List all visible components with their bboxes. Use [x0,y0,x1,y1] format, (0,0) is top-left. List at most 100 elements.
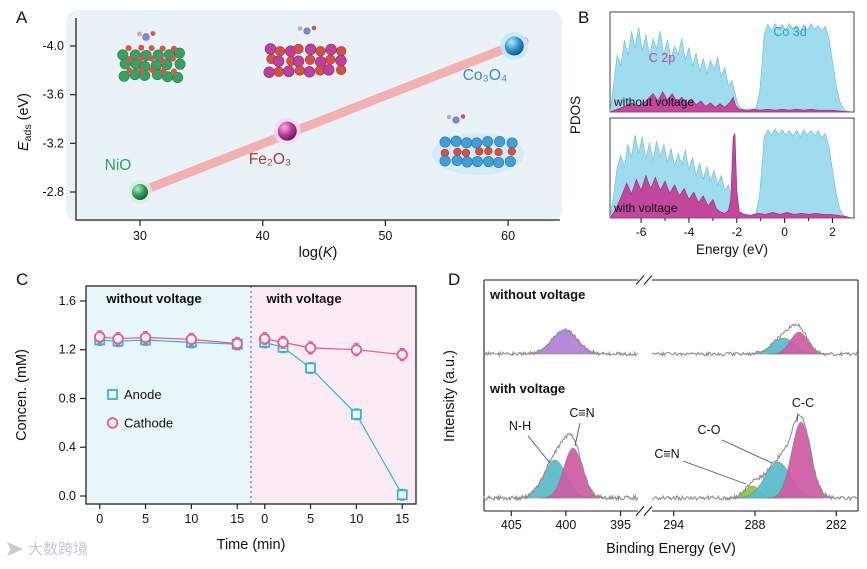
legend-anode-label: Anode [124,387,162,402]
data-point-Co₃O₄ [504,36,524,56]
d-x-tick-label: 400 [555,518,576,532]
panel-c-concentration-chart: 0.0 0.4 0.8 1.2 1.6 0 5 10 15 0 5 10 15 without volta… [14,285,417,553]
cathode-marker [259,333,271,345]
c-frame [85,285,417,505]
material-label: Fe₂O₃ [249,151,291,168]
watermark: 大数跨境 [6,538,88,559]
cathode-marker [350,344,363,356]
pdos-caption: with voltage [613,201,678,215]
panel-b-letter: B [578,8,590,27]
watermark-text: 大数跨境 [28,541,89,558]
data-point-NiO [132,184,148,201]
c-legend: Anode Cathode [106,387,173,431]
c-y-axis-title: Concen. (mM) [14,349,30,441]
a-y-tick-label: -3.2 [42,136,64,150]
c-x-tick-label: 5 [142,512,149,526]
b-y-axis-title: PDOS [568,96,583,134]
c-x-tick-label: 15 [395,512,409,526]
axis-break-mark [635,506,645,516]
cathode-marker [277,336,289,349]
a-x-tick-label: 60 [501,229,515,243]
a-x-tick-label: 50 [378,229,392,243]
legend-cathode-label: Cathode [124,416,173,431]
a-y-axis-title: Eads (eV) [16,93,34,151]
c-y-tick-label: 0.0 [59,489,76,503]
c-y-tick-label: 0.8 [59,391,76,405]
axis-break-mark [643,506,653,516]
material-label: Co₃O₄ [463,67,508,84]
c-x-axis-title: Time (min) [217,537,286,553]
c-x-tick-label: 10 [349,512,363,526]
a-y-tick-label: -4.0 [42,39,64,53]
d-caption-without-voltage: without voltage [489,287,585,302]
panel-d-xps-chart: 405 400 395 294 288 282 Binding Energy (eV) Int… [442,275,859,557]
anode-marker [350,408,362,420]
b-x-axis-title: Energy (eV) [696,242,768,257]
d-x-axis-title: Binding Energy (eV) [606,541,736,557]
xps-peak-label: N-H [509,419,531,433]
xps-envelope [651,323,859,358]
panel-a-adsorption-chart: -4.0 -3.6 -3.2 -2.8 30 40 50 60 log(K) Eads (eV) N… [16,10,562,261]
region-with-voltage [251,286,416,504]
c-x-tick-label: 15 [230,512,244,526]
cathode-marker [93,331,106,343]
axis-break-mark [643,275,653,285]
xps-envelope [483,327,639,358]
nio-structure-illustration [117,31,186,83]
d-x-tick-label: 294 [663,518,684,532]
xps-envelope [651,414,859,502]
c-y-tick-label: 1.2 [59,343,76,357]
b-x-tick-label: -2 [731,225,742,239]
c2p-area [609,133,852,219]
a-x-tick-label: 30 [133,229,147,243]
cathode-marker [304,342,317,354]
c-y-tick-label: 0.4 [59,440,76,454]
d-caption-with-voltage: with voltage [489,381,565,396]
c-x-tick-label: 10 [184,512,198,526]
a-x-axis-title: log(K) [299,245,338,261]
pdos-caption: without voltage [613,95,694,109]
peak-leader-line [796,412,799,423]
xps-peak-label: C-C [792,396,814,410]
c2p-area [609,91,852,113]
xps-peak-label: C-O [698,423,721,437]
b-x-tick-label: 2 [829,225,836,239]
xps-peak-label: C≡N [654,447,679,461]
cathode-marker [396,348,408,361]
c-region-label-with: with voltage [265,291,341,306]
c-region-label-without: without voltage [105,291,201,306]
fe2o3-structure-illustration [263,25,347,78]
co3d-area [609,22,852,113]
watermark-logo-icon [7,541,23,556]
c-x-tick-label: 5 [307,512,314,526]
cathode-marker [112,333,124,345]
d-x-tick-label: 395 [610,518,631,532]
peak-leader-line [682,460,747,485]
d-y-axis-title: Intensity (a.u.) [442,350,458,442]
cathode-marker [231,337,243,350]
a-y-tick-label: -2.8 [42,185,64,199]
peak-leader-line [574,422,581,447]
xps-peak-label: C≡N [569,406,594,420]
c-x-tick-label: 0 [261,512,268,526]
b-x-tick-label: 0 [781,225,788,239]
panel-b-pdos-chart: without voltage C 2p Co 3d with voltage -6 -4… [568,11,855,257]
cathode-marker [185,333,198,346]
a-y-tick-label: -3.6 [42,88,64,102]
panel-a-letter: A [16,8,28,27]
anode-marker [396,489,408,501]
cathode-marker [139,331,152,344]
panel-d-letter: D [448,270,461,289]
d-x-tick-label: 288 [745,518,766,532]
co3d-label: Co 3d [773,25,806,39]
co3o4-structure-illustration [432,114,524,175]
c-x-tick-label: 0 [96,512,103,526]
c2p-label: C 2p [649,51,675,65]
panel-c-letter: C [16,270,29,289]
anode-marker [305,362,316,374]
xps-peak [520,329,610,355]
xps-envelope [483,432,639,502]
trend-line [131,36,529,198]
a-axes [75,18,560,221]
